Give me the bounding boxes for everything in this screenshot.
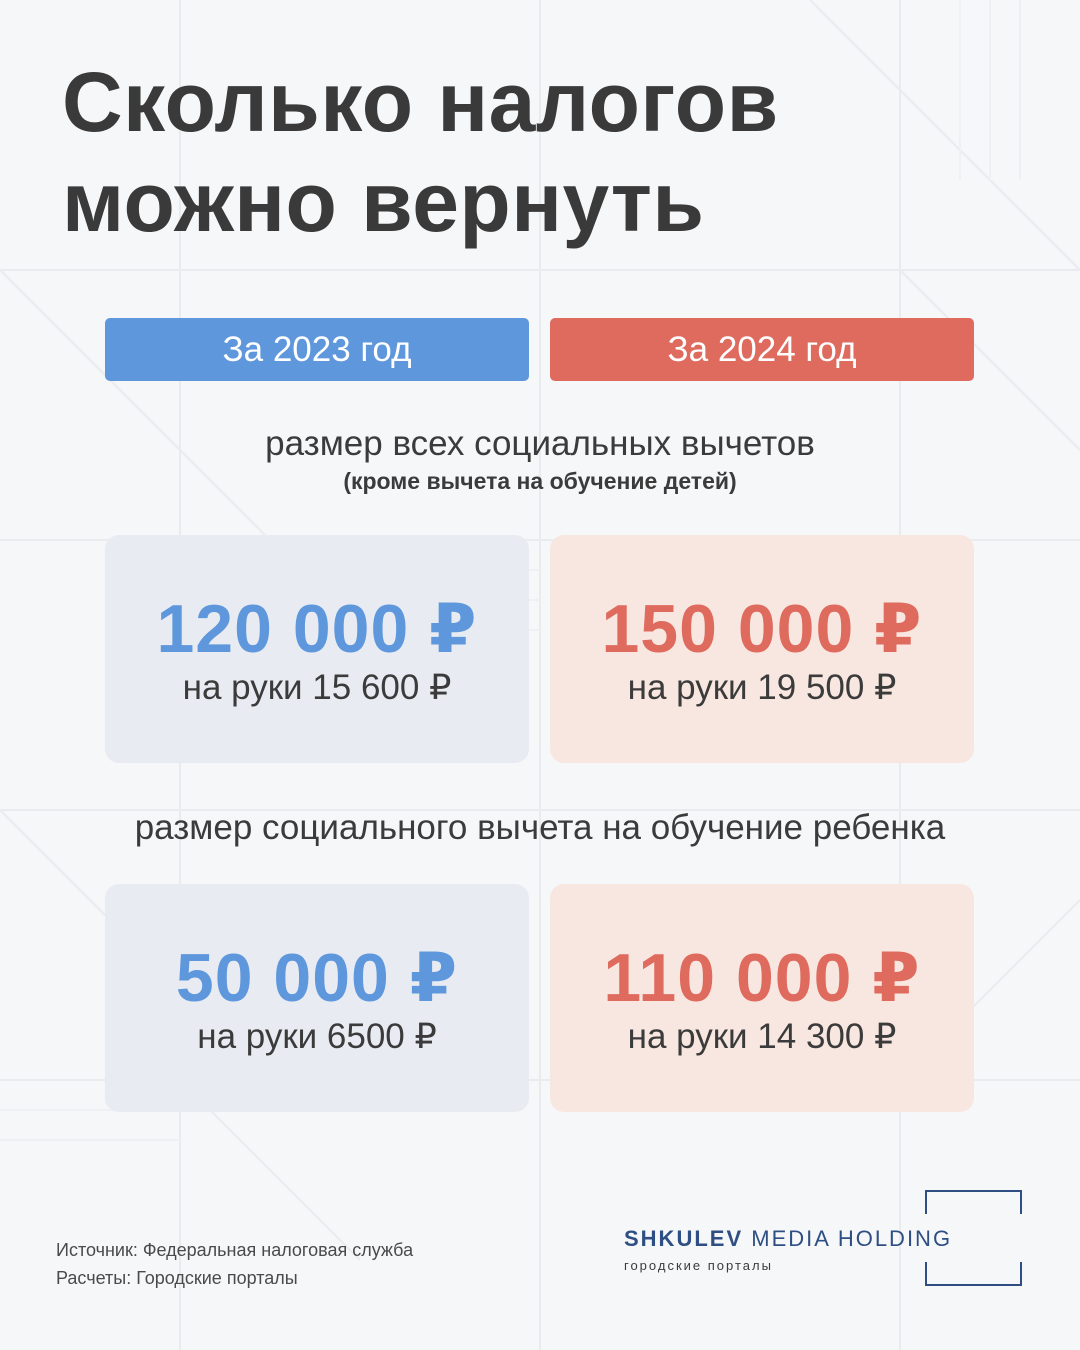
net-amount: на руки 15 600 ₽ [182,668,452,707]
page-title: Сколько налогов можно вернуть [62,52,779,252]
year-2023-label: За 2023 год [105,318,529,381]
card-2024-education-deduction: 110 000 ₽ на руки 14 300 ₽ [550,884,974,1112]
logo-subtitle: городские порталы [624,1258,773,1273]
calculation-text: Расчеты: Городские порталы [56,1268,298,1288]
section-2-heading: размер социального вычета на обучение ре… [134,808,946,847]
card-2023-education-deduction: 50 000 ₽ на руки 6500 ₽ [105,884,529,1112]
logo-wordmark: SHKULEV MEDIA HOLDING [624,1226,952,1252]
logo-brand-light: MEDIA HOLDING [751,1226,953,1251]
section-1-heading: размер всех социальных вычетов [265,424,815,463]
deduction-amount: 50 000 ₽ [175,940,459,1016]
footer-source: Источник: Федеральная налоговая служба Р… [56,1236,413,1292]
net-amount: на руки 14 300 ₽ [627,1017,897,1056]
card-2023-social-deduction: 120 000 ₽ на руки 15 600 ₽ [105,535,529,763]
source-text: Источник: Федеральная налоговая служба [56,1240,414,1260]
title-line-2: можно вернуть [62,155,705,249]
logo-brand-bold: SHKULEV [624,1226,744,1251]
deduction-amount: 110 000 ₽ [603,940,921,1016]
card-2024-social-deduction: 150 000 ₽ на руки 19 500 ₽ [550,535,974,763]
year-2024-label: За 2024 год [550,318,974,381]
logo-frame-gap [914,1214,1029,1262]
title-line-1: Сколько налогов [62,55,779,149]
section-1-note: (кроме вычета на обучение детей) [343,468,737,494]
net-amount: на руки 6500 ₽ [197,1017,437,1056]
deduction-amount: 150 000 ₽ [601,591,923,667]
deduction-amount: 120 000 ₽ [156,591,478,667]
net-amount: на руки 19 500 ₽ [627,668,897,707]
shkulev-logo: SHKULEV MEDIA HOLDING городские порталы [624,1190,1029,1290]
